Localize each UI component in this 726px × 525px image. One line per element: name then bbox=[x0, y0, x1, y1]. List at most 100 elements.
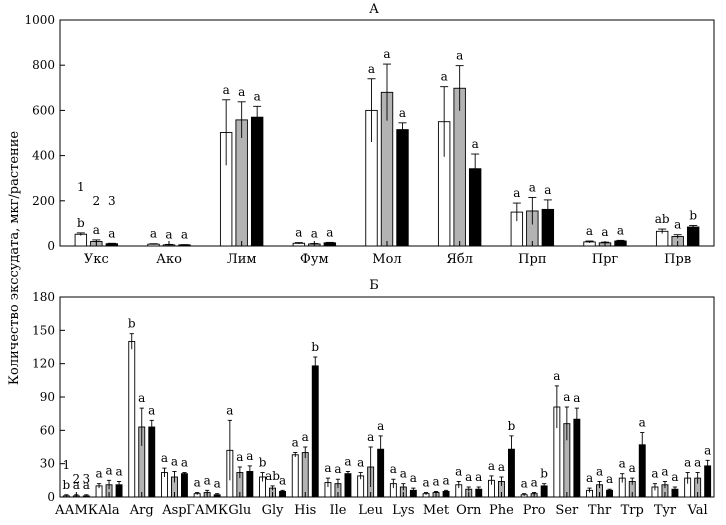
bar bbox=[301, 452, 309, 498]
x-tick-label: Lys bbox=[392, 503, 414, 518]
x-tick-label: ГАМК bbox=[186, 503, 228, 518]
x-tick-label: Мол bbox=[372, 252, 401, 267]
significance-letter: a bbox=[553, 369, 560, 383]
y-tick-label: 200 bbox=[32, 194, 55, 208]
significance-letter: a bbox=[377, 419, 384, 433]
x-tick-label: Tyr bbox=[654, 503, 677, 518]
bar bbox=[148, 426, 156, 498]
panel-a-x-axis: Укс Ако Лим Фум Мол Ябл Прп Прг Прв bbox=[84, 241, 691, 267]
x-tick-label: Прг bbox=[592, 252, 619, 267]
x-tick-label: His bbox=[294, 503, 316, 518]
significance-letter: a bbox=[601, 225, 608, 239]
series-number: 2 bbox=[73, 472, 81, 486]
significance-letter: a bbox=[334, 462, 341, 476]
significance-letter: b bbox=[508, 419, 516, 433]
significance-letter: a bbox=[606, 472, 613, 486]
x-tick-label: Glu bbox=[228, 503, 251, 518]
significance-letter: b bbox=[77, 216, 85, 230]
significance-letter: a bbox=[95, 467, 102, 481]
significance-letter: a bbox=[93, 223, 100, 237]
significance-letter: a bbox=[651, 467, 658, 481]
significance-letter: a bbox=[83, 478, 90, 492]
significance-letter: a bbox=[108, 226, 115, 240]
significance-letter: a bbox=[410, 471, 417, 485]
x-tick-label: Gly bbox=[262, 503, 285, 518]
significance-letter: a bbox=[531, 476, 538, 490]
significance-letter: a bbox=[204, 473, 211, 487]
bar bbox=[311, 365, 319, 498]
series-number: 2 bbox=[93, 194, 101, 208]
significance-letter: b bbox=[689, 208, 697, 222]
significance-letter: a bbox=[586, 224, 593, 238]
series-number: 3 bbox=[108, 194, 116, 208]
significance-letter: a bbox=[194, 476, 201, 490]
y-tick-label: 800 bbox=[32, 58, 55, 72]
y-tick-label: 1000 bbox=[24, 13, 55, 27]
bar bbox=[396, 129, 409, 247]
x-tick-label: ААМК bbox=[55, 503, 98, 518]
bar bbox=[250, 116, 264, 247]
significance-letter: a bbox=[171, 454, 178, 468]
significance-letter: a bbox=[573, 391, 580, 405]
significance-letter: ab bbox=[265, 469, 280, 483]
significance-letter: a bbox=[671, 470, 678, 484]
significance-letter: a bbox=[357, 456, 364, 470]
x-tick-label: Trp bbox=[621, 503, 644, 518]
bar bbox=[614, 240, 627, 247]
significance-letter: a bbox=[311, 227, 318, 241]
significance-letter: b bbox=[540, 467, 548, 481]
panel-b-y-axis: 0 30 60 90 120 150 180 bbox=[32, 290, 65, 504]
significance-letter: a bbox=[326, 225, 333, 239]
significance-letter: a bbox=[214, 477, 221, 491]
y-tick-label: 400 bbox=[32, 149, 55, 163]
significance-letter: a bbox=[674, 218, 681, 232]
significance-letter: a bbox=[513, 186, 520, 200]
x-tick-label: Thr bbox=[588, 503, 612, 518]
significance-letter: a bbox=[456, 49, 463, 63]
significance-letter: a bbox=[422, 476, 429, 490]
bar bbox=[235, 119, 248, 247]
significance-letter: a bbox=[295, 226, 302, 240]
significance-letter: a bbox=[684, 456, 691, 470]
significance-letter: a bbox=[617, 223, 624, 237]
significance-letter: a bbox=[368, 62, 375, 76]
significance-letter: a bbox=[344, 454, 351, 468]
significance-letter: a bbox=[455, 464, 462, 478]
significance-letter: a bbox=[596, 464, 603, 478]
y-axis-label: Количество экссудата, мкг/растение bbox=[7, 131, 22, 385]
significance-letter: a bbox=[302, 430, 309, 444]
panel-a-title: А bbox=[369, 2, 379, 17]
significance-letter: a bbox=[292, 436, 299, 450]
y-tick-label: 90 bbox=[40, 390, 55, 404]
panel-b-title: Б bbox=[369, 278, 379, 293]
x-tick-label: Pro bbox=[523, 503, 546, 518]
significance-letter: a bbox=[465, 470, 472, 484]
significance-letter: a bbox=[400, 467, 407, 481]
significance-letter: a bbox=[488, 459, 495, 473]
significance-letter: a bbox=[442, 473, 449, 487]
significance-letter: a bbox=[115, 464, 122, 478]
series-number: 1 bbox=[63, 458, 71, 472]
x-tick-label: Asp bbox=[161, 503, 186, 518]
bar bbox=[180, 473, 188, 498]
significance-letter: a bbox=[521, 477, 528, 491]
significance-letter: a bbox=[254, 89, 261, 103]
significance-letter: a bbox=[148, 403, 155, 417]
significance-letter: b bbox=[128, 317, 136, 331]
significance-letter: a bbox=[165, 227, 172, 241]
x-tick-label: Phe bbox=[489, 503, 514, 518]
significance-letter: a bbox=[472, 137, 479, 151]
bar bbox=[74, 233, 88, 247]
significance-letter: a bbox=[704, 443, 711, 457]
x-tick-label: Фум bbox=[300, 252, 329, 267]
significance-letter: a bbox=[105, 463, 112, 477]
bar bbox=[291, 454, 299, 498]
y-tick-label: 60 bbox=[40, 423, 55, 437]
significance-letter: a bbox=[694, 456, 701, 470]
significance-letter: b bbox=[259, 456, 267, 470]
bar bbox=[686, 226, 700, 247]
